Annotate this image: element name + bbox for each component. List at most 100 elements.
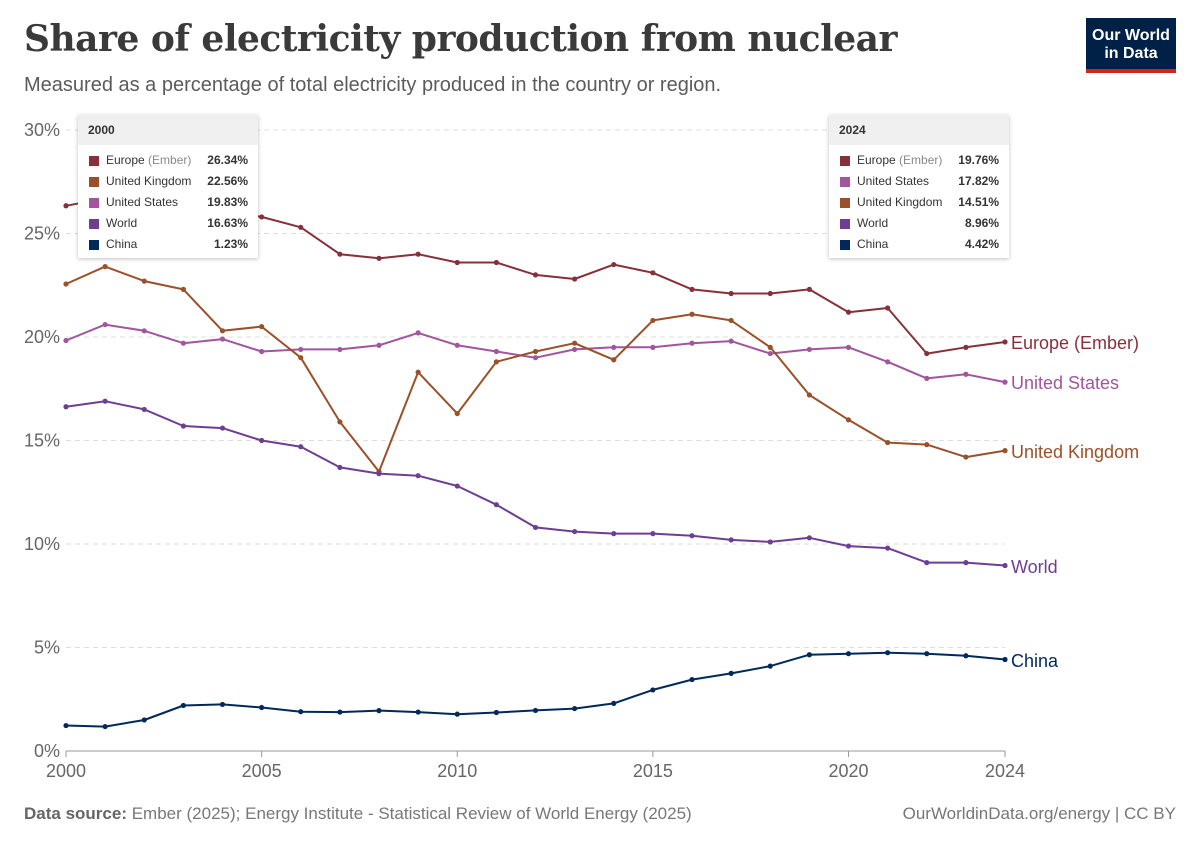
y-tick-label: 15% (24, 431, 60, 451)
data-point-europe-ember (689, 286, 695, 292)
data-point-china (650, 687, 656, 693)
owid-logo[interactable]: Our World in Data (1086, 18, 1176, 73)
data-point-united-kingdom (141, 278, 147, 284)
data-point-united-kingdom (689, 311, 695, 317)
tooltip-row: Europe (Ember) 19.76% (829, 150, 1009, 171)
tooltip-series-name: United Kingdom (106, 174, 192, 188)
data-point-united-states (532, 355, 539, 361)
data-point-united-states (298, 346, 304, 353)
tooltip-series-name: World (106, 216, 138, 230)
series-label-europe-ember: Europe (Ember) (1011, 333, 1139, 353)
data-point-china (963, 653, 969, 659)
data-point-united-states (767, 350, 773, 357)
data-point-united-states (885, 359, 891, 365)
tooltip-value: 19.83% (207, 195, 248, 209)
data-point-europe-ember (650, 270, 656, 276)
data-point-united-kingdom (924, 442, 930, 448)
tooltip-series-name: United Kingdom (857, 195, 943, 209)
data-point-china (924, 651, 930, 657)
data-point-world (298, 444, 304, 450)
data-point-europe-ember (1002, 339, 1008, 345)
data-point-world (885, 545, 891, 551)
data-point-world (337, 464, 343, 471)
chart-subtitle: Measured as a percentage of total electr… (24, 74, 722, 96)
tooltip-rows: Europe (Ember) 19.76% United States 17.82% U… (829, 145, 1009, 255)
data-point-china (493, 709, 499, 716)
data-point-united-states (102, 321, 108, 328)
data-point-united-states (415, 330, 421, 336)
x-tick-label: 2015 (633, 761, 673, 781)
tooltip-series-name: Europe (857, 153, 896, 167)
data-point-world (219, 425, 226, 431)
data-point-world (259, 437, 265, 444)
data-point-world (493, 502, 499, 508)
tooltip-value: 1.23% (213, 237, 248, 251)
tooltip-year: 2000 (78, 115, 258, 145)
data-point-world (611, 531, 617, 537)
data-point-united-states (376, 342, 382, 348)
y-tick-label: 25% (24, 224, 60, 244)
data-point-europe-ember (611, 261, 617, 268)
data-point-united-kingdom (63, 281, 69, 287)
data-point-europe-ember (572, 276, 578, 282)
x-tick-label: 2005 (242, 761, 282, 781)
tooltip-series-name: Europe (106, 153, 145, 167)
data-point-europe-ember (454, 259, 460, 266)
series-line-china (65, 651, 1006, 728)
logo-line-1: Our World (1092, 27, 1170, 44)
y-tick-label: 20% (24, 327, 60, 347)
data-point-united-states (63, 337, 69, 344)
tooltip-rows: Europe (Ember) 26.34% United Kingdom 22.56%… (78, 145, 258, 255)
data-point-world (454, 483, 460, 489)
data-source: Data source: Ember (2025); Energy Instit… (24, 804, 692, 824)
data-point-united-states (454, 342, 460, 348)
data-point-europe-ember (767, 290, 773, 297)
data-point-united-states (845, 344, 852, 350)
y-tick-label: 0% (34, 741, 60, 761)
data-point-world (141, 406, 147, 413)
data-point-china (689, 676, 695, 683)
tooltip-row: China 4.42% (829, 234, 1009, 255)
data-point-united-kingdom (298, 355, 304, 361)
data-point-united-kingdom (767, 344, 773, 350)
legend-swatch (840, 198, 850, 208)
data-point-world (376, 471, 382, 477)
data-point-world (1002, 562, 1008, 569)
data-point-world (63, 404, 69, 410)
data-point-china (885, 650, 891, 656)
series-label-united-kingdom: United Kingdom (1011, 442, 1139, 462)
data-point-china (102, 723, 108, 730)
data-point-united-states (219, 336, 226, 342)
data-point-united-states (924, 375, 930, 381)
legend-swatch (840, 240, 850, 250)
data-point-united-kingdom (180, 286, 186, 292)
data-point-europe-ember (493, 259, 499, 266)
data-point-world (689, 533, 695, 539)
data-point-china (180, 702, 186, 709)
data-point-china (728, 670, 734, 676)
x-tick-label: 2000 (46, 761, 86, 781)
tooltip-value: 26.34% (207, 153, 248, 167)
data-point-world (963, 560, 969, 566)
data-point-united-kingdom (885, 439, 891, 446)
data-point-united-states (963, 371, 969, 377)
x-tick-label: 2024 (985, 761, 1025, 781)
data-source-text[interactable]: Ember (2025); Energy Institute - Statist… (131, 804, 692, 823)
data-point-united-kingdom (337, 419, 343, 425)
data-point-europe-ember (337, 251, 343, 257)
data-point-united-states (337, 346, 343, 353)
data-point-europe-ember (924, 350, 930, 357)
data-point-china (415, 709, 421, 715)
data-point-china (767, 663, 773, 669)
tooltip-series-name: United States (106, 195, 179, 209)
credit-link[interactable]: OurWorldinData.org/energy | CC BY (902, 804, 1176, 823)
data-point-united-states (180, 340, 186, 346)
data-point-united-kingdom (963, 454, 969, 460)
data-point-china (572, 705, 578, 712)
tooltip-row: Europe (Ember) 26.34% (78, 150, 258, 171)
tooltip-value: 8.96% (964, 216, 999, 230)
data-point-europe-ember (806, 286, 812, 292)
data-point-world (845, 543, 852, 549)
data-point-china (376, 708, 382, 714)
data-point-united-states (259, 348, 265, 355)
